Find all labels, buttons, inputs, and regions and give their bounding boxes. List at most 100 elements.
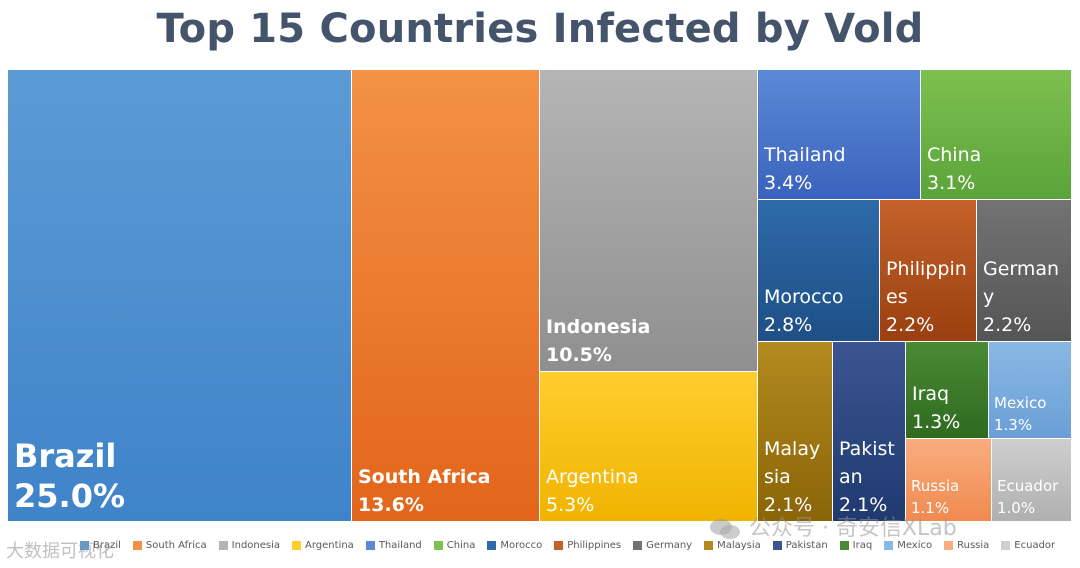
tile-name-label: es <box>886 286 908 308</box>
chart-title: Top 15 Countries Infected by Vold <box>156 6 924 52</box>
watermark-left: 大数据可视化 <box>6 537 114 563</box>
tile-rect <box>921 70 1071 199</box>
tile-name-label: Morocco <box>764 286 844 308</box>
tile-rect <box>540 70 757 371</box>
tile-percent-label: 1.1% <box>911 499 949 517</box>
legend-swatch <box>487 540 497 550</box>
legend-swatch <box>1001 540 1011 550</box>
legend-item: Thailand <box>365 539 422 551</box>
tile-china: China 3.1% <box>921 70 1071 199</box>
tile-percent-label: 1.3% <box>994 416 1032 434</box>
legend-swatch <box>80 540 89 550</box>
legend-label: Indonesia <box>231 539 281 551</box>
chart-legend: Brazil South Africa Indonesia Argentina Thai… <box>80 536 1060 554</box>
tile-malaysia: Malay sia 2.1% <box>758 342 832 521</box>
legend-swatch <box>839 540 849 550</box>
watermark-right: 公众号 · 奇安信XLab <box>708 510 957 542</box>
tile-pakistan: Pakist an 2.1% <box>833 342 905 521</box>
tile-germany: German y 2.2% <box>977 200 1071 341</box>
tile-percent-label: 2.1% <box>764 494 812 516</box>
tile-rect <box>540 372 757 521</box>
legend-item: Morocco <box>487 540 542 551</box>
tile-percent-label: 3.4% <box>764 172 812 194</box>
legend-label: Pakistan <box>785 539 828 551</box>
legend-label: Mexico <box>897 539 933 551</box>
legend-swatch <box>433 540 443 550</box>
tile-percent-label: 2.2% <box>886 314 934 336</box>
tile-name-label: Mexico <box>994 394 1046 412</box>
tile-rect <box>758 342 832 521</box>
tile-percent-label: 13.6% <box>358 494 424 516</box>
tile-percent-label: 25.0% <box>14 477 125 515</box>
tile-ecuador: Ecuador 1.0% <box>992 439 1071 521</box>
legend-swatch <box>292 540 302 550</box>
legend-label: Germany <box>646 539 693 551</box>
tile-iraq: Iraq 1.3% <box>906 342 988 438</box>
legend-swatch <box>704 540 714 550</box>
tile-rect <box>352 70 539 521</box>
tile-percent-label: 3.1% <box>927 172 975 194</box>
tile-name-label: an <box>839 466 863 488</box>
tile-name-label: Iraq <box>912 383 949 405</box>
legend-label: South Africa <box>145 539 207 551</box>
tile-name-label: Pakist <box>839 438 895 460</box>
legend-item: Germany <box>633 540 692 551</box>
tile-name-label: Ecuador <box>997 477 1059 495</box>
legend-swatch <box>884 540 894 550</box>
legend-label: Ecuador <box>1014 539 1056 551</box>
watermark-left-text: 大数据可视化 <box>6 541 114 562</box>
tile-name-label: Philippin <box>886 258 967 280</box>
tile-percent-label: 5.3% <box>546 494 594 516</box>
legend-item: Ecuador <box>1001 540 1055 551</box>
legend-item: Pakistan <box>772 539 828 551</box>
tile-argentina: Argentina 5.3% <box>540 372 757 521</box>
legend-swatch <box>944 540 954 550</box>
tile-name-label: Brazil <box>14 437 116 475</box>
tile-name-label: Argentina <box>546 466 639 488</box>
legend-item: Argentina <box>292 540 354 551</box>
tile-name-label: Thailand <box>763 144 846 166</box>
legend-swatch <box>218 540 228 550</box>
tile-name-label: Russia <box>911 477 959 495</box>
tile-percent-label: 2.8% <box>764 314 812 336</box>
tile-thailand: Thailand 3.4% <box>758 70 920 199</box>
tile-rect <box>8 70 351 521</box>
legend-label: Malaysia <box>717 539 761 551</box>
legend-item: China <box>433 539 476 551</box>
legend-item: Brazil <box>80 540 121 551</box>
watermark-right-text: 公众号 · 奇安信XLab <box>749 516 957 541</box>
legend-item: Iraq <box>839 540 872 551</box>
legend-label: China <box>446 539 476 551</box>
tile-percent-label: 1.3% <box>912 411 960 433</box>
legend-swatch <box>365 540 375 550</box>
tile-percent-label: 10.5% <box>546 344 612 366</box>
legend-item: Philippines <box>554 540 621 551</box>
legend-item: Malaysia <box>704 540 761 551</box>
tile-rect <box>989 342 1071 438</box>
legend-label: Argentina <box>305 539 354 551</box>
tile-name-label: Malay <box>764 438 820 460</box>
legend-item: Russia <box>944 540 989 551</box>
legend-label: Morocco <box>500 539 543 551</box>
legend-item: South Africa <box>132 539 207 551</box>
legend-label: Brazil <box>93 539 121 551</box>
legend-label: Thailand <box>378 539 422 551</box>
tile-rect <box>992 439 1071 521</box>
tile-rect <box>758 70 920 199</box>
legend-swatch <box>772 540 782 550</box>
tile-name-label: South Africa <box>358 466 490 488</box>
tile-rect <box>906 439 991 521</box>
legend-label: Russia <box>957 539 990 551</box>
tile-name-label: y <box>983 286 994 308</box>
legend-item: Indonesia <box>218 539 281 551</box>
legend-label: Philippines <box>567 539 622 551</box>
wechat-icon <box>710 519 740 539</box>
tile-name-label: sia <box>764 466 791 488</box>
tile-name-label: Indonesia <box>546 316 650 338</box>
tile-russia: Russia 1.1% <box>906 439 991 521</box>
tile-name-label: China <box>927 144 981 166</box>
tile-rect <box>880 200 976 341</box>
tile-rect <box>758 200 879 341</box>
